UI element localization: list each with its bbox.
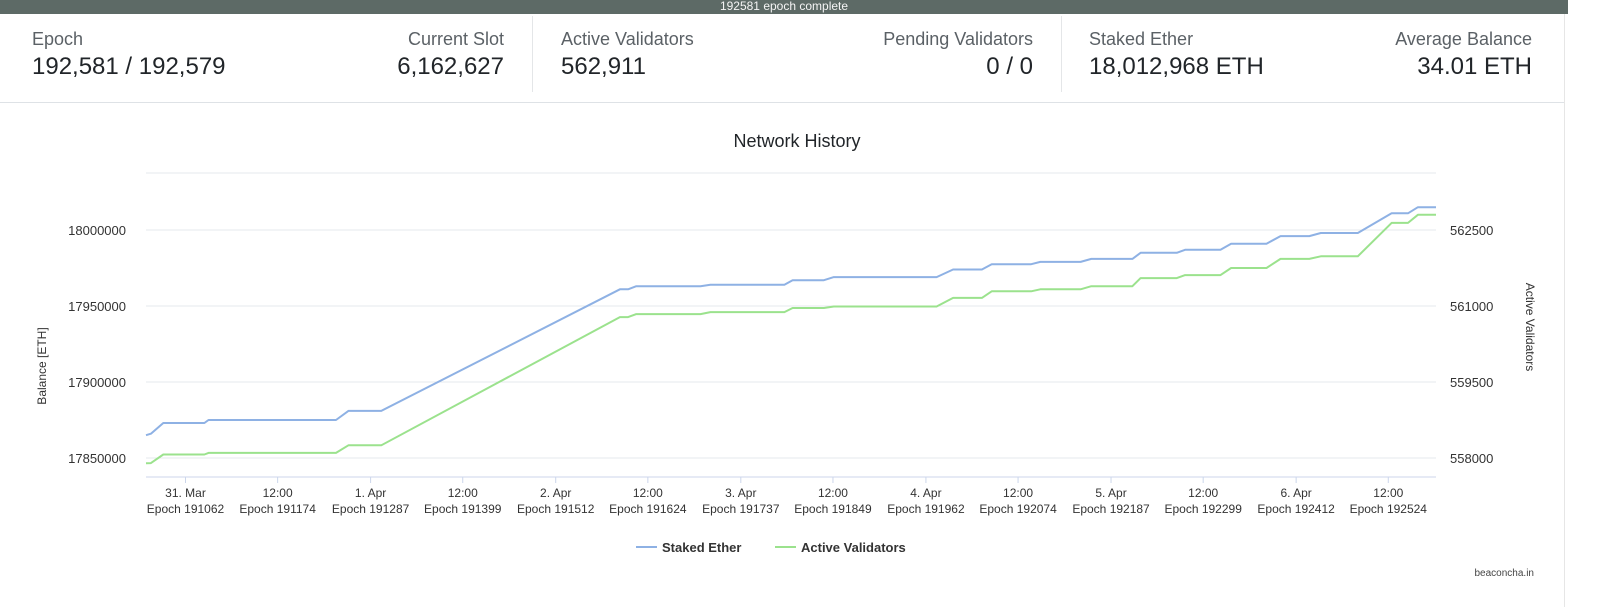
chart-axes: 17850000 17900000 17950000 18000000 558000 55… xyxy=(68,223,1493,516)
x-tick-label-date: 31. Mar xyxy=(165,486,206,500)
stat-active-validators-value: 562,911 xyxy=(561,53,646,80)
stat-active-validators: Active Validators 562,911 xyxy=(561,28,694,82)
stat-staked-ether-value: 18,012,968 ETH xyxy=(1089,53,1264,80)
y-axis-title: Balance [ETH] xyxy=(35,327,49,404)
x-tick-label-date: 3. Apr xyxy=(725,486,756,500)
x-tick-label-date: 12:00 xyxy=(1003,486,1033,500)
stat-current-slot: Current Slot 6,162,627 xyxy=(397,28,504,82)
stat-current-slot-value: 6,162,627 xyxy=(397,53,504,80)
chart-grid xyxy=(146,172,1436,459)
stat-average-balance: Average Balance 34.01 ETH xyxy=(1395,28,1532,82)
status-bar-text: 192581 epoch complete xyxy=(719,0,849,13)
series-line-active-validators[interactable] xyxy=(145,213,1436,465)
x-tick-label-epoch: Epoch 192074 xyxy=(979,502,1057,516)
y2-axis-title: Active Validators xyxy=(1523,283,1537,371)
stat-staked-ether-label: Staked Ether xyxy=(1089,29,1194,49)
stat-active-validators-label: Active Validators xyxy=(561,29,694,49)
x-tick-label-epoch: Epoch 191287 xyxy=(332,502,410,516)
x-tick-label-date: 1. Apr xyxy=(355,486,386,500)
x-tick-label-epoch: Epoch 191737 xyxy=(702,502,780,516)
y-tick-label: 17900000 xyxy=(68,375,126,390)
x-tick-label-epoch: Epoch 192524 xyxy=(1350,502,1428,516)
stats-divider xyxy=(532,16,533,92)
y-tick-label: 17850000 xyxy=(68,451,126,466)
x-tick-label-epoch: Epoch 191849 xyxy=(794,502,872,516)
legend-item-active-validators[interactable]: Active Validators xyxy=(775,540,906,555)
scrollbar-track[interactable] xyxy=(1564,14,1600,607)
y-tick-label: 18000000 xyxy=(68,223,126,238)
x-tick-label-date: 12:00 xyxy=(633,486,663,500)
y2-tick-label: 558000 xyxy=(1450,451,1493,466)
x-tick-label-epoch: Epoch 191174 xyxy=(239,502,316,516)
x-tick-label-epoch: Epoch 192187 xyxy=(1072,502,1150,516)
x-tick-label-date: 5. Apr xyxy=(1095,486,1126,500)
y-tick-label: 17950000 xyxy=(68,299,126,314)
x-tick-label-date: 4. Apr xyxy=(910,486,941,500)
y2-tick-label: 559500 xyxy=(1450,375,1493,390)
stat-pending-validators-label: Pending Validators xyxy=(883,29,1033,49)
stat-epoch-value: 192,581 / 192,579 xyxy=(32,53,226,80)
stat-pending-validators: Pending Validators 0 / 0 xyxy=(883,28,1033,82)
credits-link[interactable]: beaconcha.in xyxy=(1475,568,1535,579)
stat-average-balance-value: 34.01 ETH xyxy=(1417,53,1532,80)
y2-tick-label: 561000 xyxy=(1450,299,1493,314)
x-tick-label-date: 12:00 xyxy=(1188,486,1218,500)
series-line-staked-ether[interactable] xyxy=(145,206,1436,437)
x-tick-label-epoch: Epoch 191962 xyxy=(887,502,965,516)
chart-legend: Staked Ether Active Validators xyxy=(636,540,906,555)
stat-current-slot-label: Current Slot xyxy=(407,29,504,49)
network-history-chart: Network History 17850000 17900000 17950000… xyxy=(35,131,1537,579)
status-bar: 192581 epoch complete xyxy=(0,0,1568,14)
stat-staked-ether: Staked Ether 18,012,968 ETH xyxy=(1089,28,1264,82)
stats-group-validators: Active Validators 562,911 Pending Valida… xyxy=(533,14,1061,102)
legend-label-staked-ether: Staked Ether xyxy=(662,540,741,555)
y2-tick-label: 562500 xyxy=(1450,223,1493,238)
x-tick-label-epoch: Epoch 192299 xyxy=(1164,502,1242,516)
x-tick-label-date: 12:00 xyxy=(818,486,848,500)
x-tick-label-epoch: Epoch 191512 xyxy=(517,502,595,516)
legend-label-active-validators: Active Validators xyxy=(801,540,906,555)
x-tick-label-epoch: Epoch 191624 xyxy=(609,502,687,516)
x-tick-label-date: 2. Apr xyxy=(540,486,571,500)
network-history-panel: Network History 17850000 17900000 17950000… xyxy=(0,103,1564,607)
stats-group-epoch: Epoch 192,581 / 192,579 Current Slot 6,1… xyxy=(0,14,532,102)
stats-panel: Epoch 192,581 / 192,579 Current Slot 6,1… xyxy=(0,14,1564,103)
x-tick-label-epoch: Epoch 192412 xyxy=(1257,502,1335,516)
x-tick-label-epoch: Epoch 191399 xyxy=(424,502,502,516)
chart-title: Network History xyxy=(733,131,860,151)
chart-series xyxy=(145,206,1436,465)
stat-pending-validators-value: 0 / 0 xyxy=(986,53,1033,80)
stat-average-balance-label: Average Balance xyxy=(1395,29,1532,49)
stat-epoch-label: Epoch xyxy=(32,29,84,49)
x-tick-label-date: 12:00 xyxy=(1373,486,1403,500)
legend-item-staked-ether[interactable]: Staked Ether xyxy=(636,540,741,555)
stats-divider xyxy=(1061,16,1062,92)
stats-group-balance: Staked Ether 18,012,968 ETH Average Bala… xyxy=(1062,14,1564,102)
stat-epoch: Epoch 192,581 / 192,579 xyxy=(32,28,226,82)
x-tick-label-date: 6. Apr xyxy=(1280,486,1311,500)
x-tick-label-date: 12:00 xyxy=(448,486,478,500)
x-tick-label-date: 12:00 xyxy=(263,486,293,500)
x-tick-label-epoch: Epoch 191062 xyxy=(147,502,225,516)
